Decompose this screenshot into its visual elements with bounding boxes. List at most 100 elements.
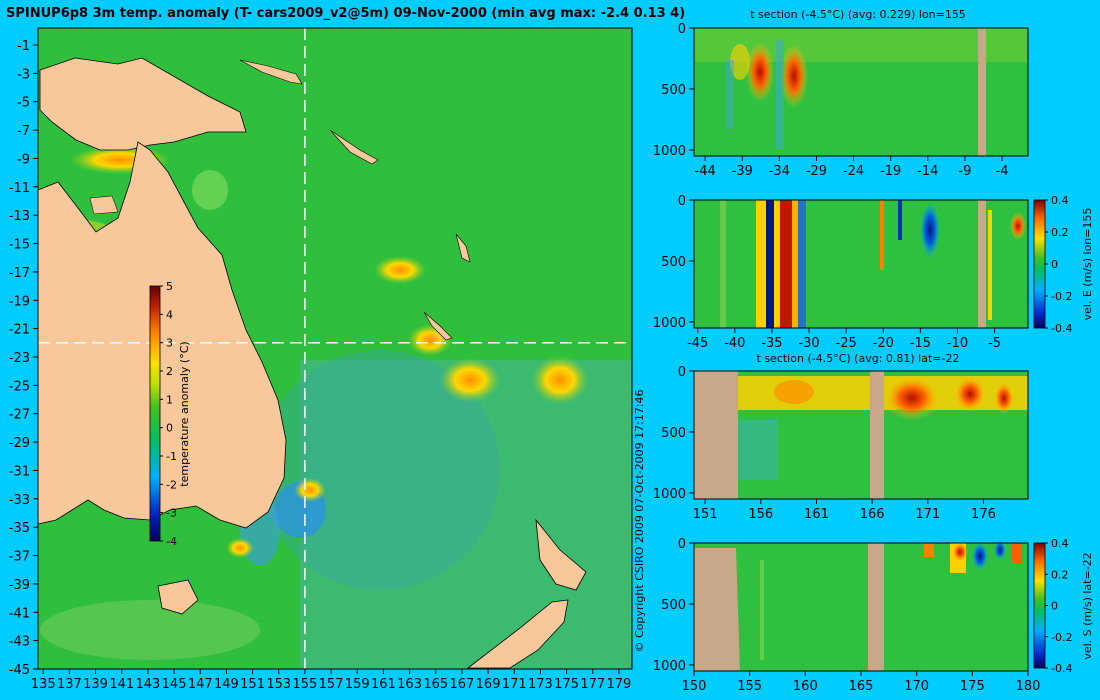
main-title: SPINUP6p8 3m temp. anomaly (T- cars2009_… xyxy=(6,6,685,21)
vanuatu-islands xyxy=(455,233,471,263)
section1-warm-core-2 xyxy=(780,44,808,108)
section2-x-tick-label: -10 xyxy=(947,336,968,351)
map-y-tick-label: -33 xyxy=(9,493,30,508)
new-caledonia-land xyxy=(423,311,453,341)
section4-y-axis: 0 500 1000 xyxy=(653,537,694,674)
section4-band-2 xyxy=(924,543,934,557)
section1-cool-band xyxy=(776,40,784,150)
section3-warm-core-2 xyxy=(954,376,986,412)
map-light-patch xyxy=(192,170,228,210)
section4-y-tick-label: 1000 xyxy=(653,659,686,674)
map-warm-eddy-3 xyxy=(374,256,426,284)
section1-frame xyxy=(693,27,1029,157)
map-y-tick-label: -25 xyxy=(9,379,30,394)
map-y-tick-label: -39 xyxy=(9,578,30,593)
map-x-tick-label: 167 xyxy=(449,677,474,692)
map-x-tick-label: 177 xyxy=(580,677,605,692)
section2-land-mask xyxy=(978,200,986,328)
section4-panel: 150 155 160 165 170 175 180 0 500 1000 0.4 0.2 0 -0… xyxy=(653,537,1094,694)
map-y-tick-label: -13 xyxy=(9,209,30,224)
map-x-tick-label: 151 xyxy=(240,677,265,692)
section4-x-tick-label: 180 xyxy=(1016,679,1041,694)
map-x-tick-label: 161 xyxy=(371,677,396,692)
solomon-islands xyxy=(329,129,379,165)
new-guinea-land xyxy=(39,57,247,151)
section3-warm-core-4 xyxy=(774,380,814,404)
section4-x-tick-label: 160 xyxy=(793,679,818,694)
temp-colorbar-tick-label: -2 xyxy=(166,478,177,491)
map-x-axis: 135 137 139 141 143 145 147 149 151 153 155 157 159 1… xyxy=(31,669,632,692)
map-y-tick-label: -3 xyxy=(17,67,30,82)
velE-colorbar-tick-label: 0 xyxy=(1051,258,1058,271)
map-x-tick-label: 159 xyxy=(345,677,370,692)
map-y-tick-label: -27 xyxy=(9,408,30,423)
map-y-tick-label: -1 xyxy=(17,39,30,54)
map-x-tick-label: 141 xyxy=(109,677,134,692)
temp-colorbar-tick-label: 5 xyxy=(166,280,173,293)
map-warm-eddy-6 xyxy=(226,538,254,558)
map-y-tick-label: -35 xyxy=(9,521,30,536)
section3-x-tick-label: 161 xyxy=(804,507,829,522)
section3-x-tick-label: 156 xyxy=(748,507,773,522)
velE-colorbar-tick-label: -0.2 xyxy=(1051,290,1072,303)
velS-colorbar xyxy=(1033,542,1046,669)
map-y-tick-label: -23 xyxy=(9,351,30,366)
cape-land xyxy=(89,195,119,215)
section2-band-9 xyxy=(898,200,902,240)
section2-x-tick-label: -35 xyxy=(761,336,782,351)
section4-red-core xyxy=(952,542,968,562)
section3-x-tick-label: 176 xyxy=(971,507,996,522)
section3-warm-core-3 xyxy=(994,382,1014,414)
section4-x-tick-label: 150 xyxy=(682,679,707,694)
map-warm-eddy-2 xyxy=(440,358,500,402)
map-y-tick-label: -9 xyxy=(17,152,30,167)
section4-field xyxy=(694,543,1028,671)
temp-colorbar-tick-label: -3 xyxy=(166,507,177,520)
map-x-tick-label: 175 xyxy=(554,677,579,692)
section1-x-tick-label: -9 xyxy=(958,164,971,179)
velS-colorbar-tick-label: -0.4 xyxy=(1051,662,1072,675)
temp-colorbar-tick-label: 2 xyxy=(166,365,173,378)
section1-x-tick-label: -34 xyxy=(769,164,790,179)
section2-x-axis: -45 -40 -35 -30 -25 -20 -15 -10 -5 xyxy=(687,328,1001,351)
section4-y-tick-label: 0 xyxy=(678,537,686,552)
section2-y-axis: 0 500 1000 xyxy=(653,194,694,331)
velS-colorbar-label: vel. S (m/s) lat=-22 xyxy=(1081,552,1094,659)
section2-y-tick-label: 0 xyxy=(678,194,686,209)
temp-colorbar-label: temperature anomaly (°C) xyxy=(178,341,191,486)
velS-colorbar-tick-label: 0.2 xyxy=(1051,568,1069,581)
section3-frame xyxy=(693,370,1029,500)
section2-band-10 xyxy=(988,210,992,320)
map-x-tick-label: 157 xyxy=(319,677,344,692)
velS-colorbar-tick-label: -0.2 xyxy=(1051,631,1072,644)
section1-x-tick-label: -4 xyxy=(996,164,1009,179)
section2-x-tick-label: -25 xyxy=(836,336,857,351)
section2-red-core xyxy=(1010,212,1026,240)
map-y-tick-label: -5 xyxy=(17,96,30,111)
temp-colorbar-tick-label: -4 xyxy=(166,535,177,548)
section1-warm-core-1 xyxy=(746,42,774,102)
temp-colorbar xyxy=(149,285,161,542)
section2-field xyxy=(694,200,1028,328)
map-y-tick-label: -29 xyxy=(9,436,30,451)
section4-x-tick-label: 170 xyxy=(904,679,929,694)
nz-south-island xyxy=(466,599,569,669)
map-x-tick-label: 163 xyxy=(397,677,422,692)
map-x-tick-label: 135 xyxy=(31,677,56,692)
section2-band-1 xyxy=(756,200,766,328)
section2-band-8 xyxy=(880,200,884,270)
bismarck-islands xyxy=(239,59,303,85)
section2-x-tick-label: -30 xyxy=(798,336,819,351)
section4-land-mask-1 xyxy=(694,548,740,671)
map-y-tick-label: -37 xyxy=(9,550,30,565)
velE-colorbar-tick-label: -0.4 xyxy=(1051,322,1072,335)
map-x-tick-label: 143 xyxy=(135,677,160,692)
section3-land-mask-1 xyxy=(694,371,738,499)
map-cool-swirl xyxy=(260,350,500,590)
section2-band-6 xyxy=(798,200,806,328)
velE-colorbar-ticks: 0.4 0.2 0 -0.2 -0.4 xyxy=(1045,194,1072,335)
map-x-tick-label: 179 xyxy=(607,677,632,692)
section4-land-mask-2 xyxy=(868,543,884,671)
section2-band-3 xyxy=(774,200,780,328)
